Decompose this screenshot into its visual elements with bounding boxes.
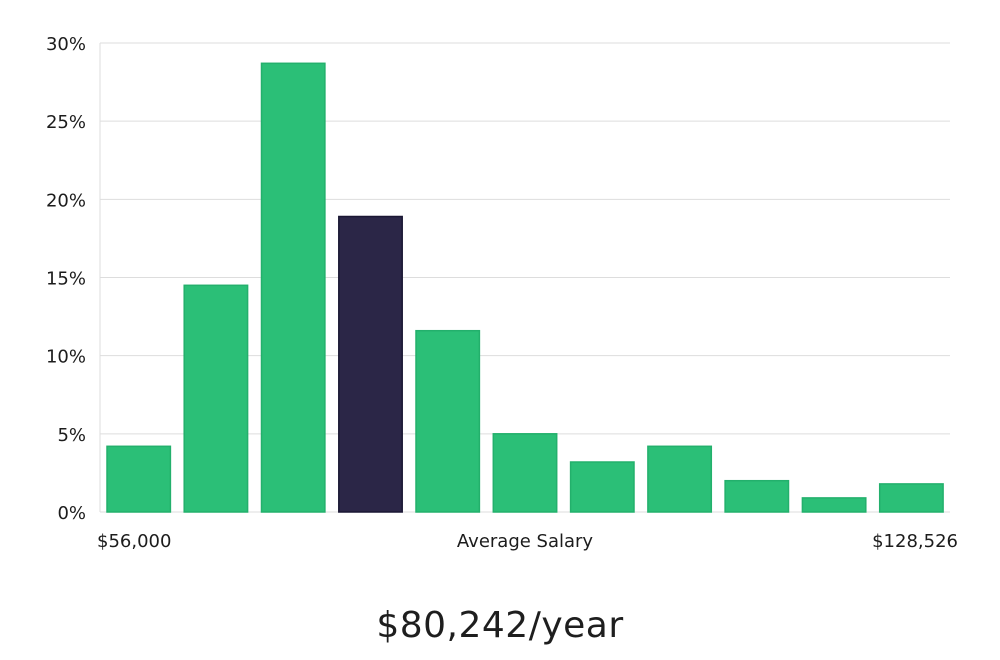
bar — [415, 329, 481, 513]
bar — [106, 445, 172, 513]
bar — [878, 483, 944, 513]
bar — [647, 445, 713, 513]
salary-distribution-chart: 0% 5% 10% 15% 20% 25% 30% $56,000 Average Sala… — [46, 34, 958, 552]
bar-highlighted — [338, 215, 403, 513]
y-tick-label: 5% — [57, 425, 86, 446]
y-tick-label: 20% — [46, 190, 86, 211]
bar — [801, 497, 867, 513]
y-tick-label: 15% — [46, 269, 86, 290]
bars — [106, 62, 944, 513]
y-axis-ticks: 0% 5% 10% 15% 20% 25% 30% — [46, 34, 86, 524]
bar — [492, 433, 558, 513]
average-salary-value: $80,242/year — [376, 605, 624, 646]
x-axis-label: Average Salary — [457, 531, 594, 552]
bar — [260, 62, 326, 513]
y-tick-label: 30% — [46, 34, 86, 55]
x-min-label: $56,000 — [97, 531, 171, 552]
y-tick-label: 10% — [46, 347, 86, 368]
bar — [724, 479, 790, 513]
bar — [183, 284, 249, 513]
bar — [569, 461, 635, 513]
y-tick-label: 0% — [57, 503, 86, 524]
x-max-label: $128,526 — [872, 531, 958, 552]
chart-svg: 0% 5% 10% 15% 20% 25% 30% $56,000 Average Sala… — [46, 34, 958, 552]
y-tick-label: 25% — [46, 112, 86, 133]
